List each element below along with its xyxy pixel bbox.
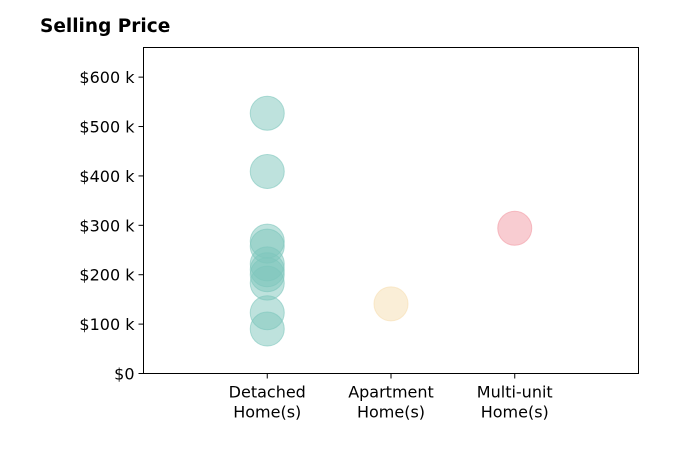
data-point-0-0: [249, 95, 285, 131]
y-axis: $0 $100 k $200 k $300 k $400 k $500 k $600 k: [79, 68, 144, 384]
y-tick-label-2: $200 k: [79, 266, 135, 285]
x-tick-label-0: Detached Home(s): [229, 383, 306, 422]
y-tick-label-0: $0: [114, 365, 134, 384]
data-point-1-0: [373, 286, 409, 322]
x-tick-label-1: Apartment Home(s): [348, 383, 434, 422]
y-tick-label-3: $300 k: [79, 216, 135, 235]
chart-title: Selling Price: [40, 16, 171, 37]
y-tick-label-1: $100 k: [79, 315, 135, 334]
data-point-0-1: [249, 153, 285, 189]
data-point-0-9: [249, 311, 285, 347]
data-point-2-0: [497, 210, 533, 246]
x-axis: Detached Home(s) Apartment Home(s) Multi-uni…: [229, 373, 553, 422]
y-tick-label-6: $600 k: [79, 68, 135, 87]
data-points: [249, 95, 533, 347]
y-tick-label-5: $500 k: [79, 118, 135, 137]
x-tick-label-2: Multi-unit Home(s): [477, 383, 553, 422]
data-point-0-7: [249, 265, 285, 301]
plot-frame: [143, 47, 639, 374]
y-tick-label-4: $400 k: [79, 167, 135, 186]
